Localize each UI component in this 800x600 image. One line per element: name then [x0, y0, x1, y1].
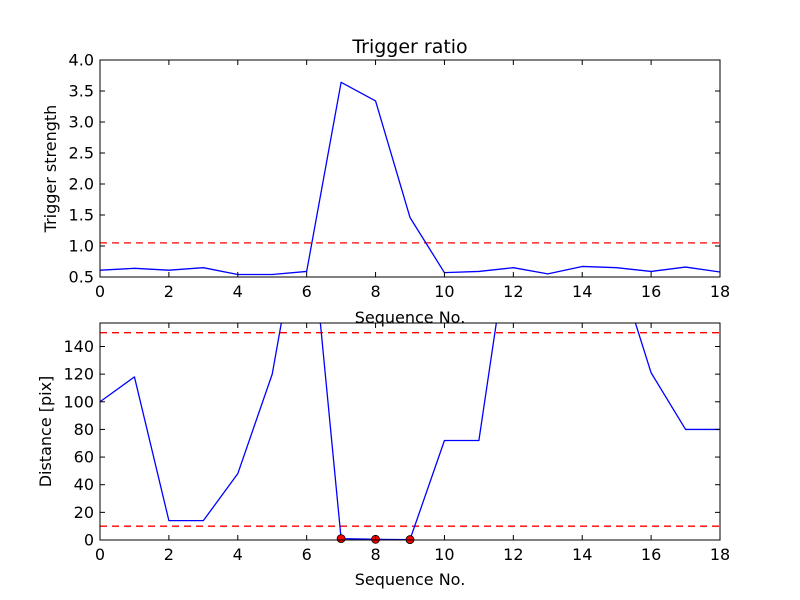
x-tick-label: 0: [95, 545, 105, 564]
y-tick-label: 120: [63, 365, 94, 384]
series-line: [100, 81, 720, 276]
y-tick-label: 4.0: [69, 51, 94, 70]
x-tick-label: 10: [434, 545, 454, 564]
marker-point: [336, 534, 346, 544]
y-tick-label: 2.5: [69, 144, 94, 163]
y-tick-label: 60: [74, 448, 94, 467]
y-tick-label: 1.0: [69, 237, 94, 256]
y-tick-label: 3.0: [69, 113, 94, 132]
x-tick-label: 6: [302, 545, 312, 564]
y-tick-label: 100: [63, 392, 94, 411]
x-axis-label: Sequence No.: [355, 570, 466, 589]
x-tick-label: 16: [641, 282, 661, 301]
chart-title: Trigger ratio: [351, 36, 467, 58]
x-tick-label: 10: [434, 282, 454, 301]
x-tick-label: 18: [710, 282, 730, 301]
y-tick-label: 140: [63, 337, 94, 356]
y-tick-label: 3.5: [69, 82, 94, 101]
x-tick-label: 12: [503, 545, 523, 564]
x-tick-label: 0: [95, 282, 105, 301]
x-tick-label: 4: [233, 282, 243, 301]
x-tick-label: 14: [572, 545, 592, 564]
axes-frame: [99, 322, 721, 541]
y-tick-label: 80: [74, 420, 94, 439]
y-axis-label: Distance [pix]: [36, 376, 55, 488]
y-tick-label: 1.5: [69, 206, 94, 225]
y-axis-label: Trigger strength: [41, 105, 60, 234]
axes-frame: [99, 59, 721, 278]
x-tick-label: 2: [164, 545, 174, 564]
x-axis-label: Sequence No.: [355, 308, 466, 327]
distance-chart: 0 2 4 6 8 10 12 14 16 18 0 20 40 60 80 100 120 140 Sequen…: [36, 322, 730, 589]
x-tick-label: 18: [710, 545, 730, 564]
y-tick-label: 0.5: [69, 268, 94, 287]
y-tick-label: 0: [84, 531, 94, 550]
axis-ticks: 0 2 4 6 8 10 12 14 16 18 0.5 1.0 1.5 2.0 2.5 3.0 3.5 4.0: [69, 51, 731, 302]
x-tick-label: 8: [370, 282, 380, 301]
x-tick-label: 4: [233, 545, 243, 564]
x-tick-label: 6: [302, 282, 312, 301]
x-tick-label: 12: [503, 282, 523, 301]
y-tick-label: 20: [74, 503, 94, 522]
x-tick-label: 2: [164, 282, 174, 301]
x-tick-label: 14: [572, 282, 592, 301]
x-tick-label: 8: [370, 545, 380, 564]
x-tick-label: 16: [641, 545, 661, 564]
y-tick-label: 40: [74, 475, 94, 494]
axis-ticks: 0 2 4 6 8 10 12 14 16 18 0 20 40 60 80 100 120 140: [63, 323, 730, 564]
trigger-ratio-chart: Trigger ratio 0 2 4 6 8 10 12 14 16 18 0.5 1.0 1.5 2.…: [41, 36, 730, 327]
y-tick-label: 2.0: [69, 175, 94, 194]
plot-area: [100, 81, 720, 276]
